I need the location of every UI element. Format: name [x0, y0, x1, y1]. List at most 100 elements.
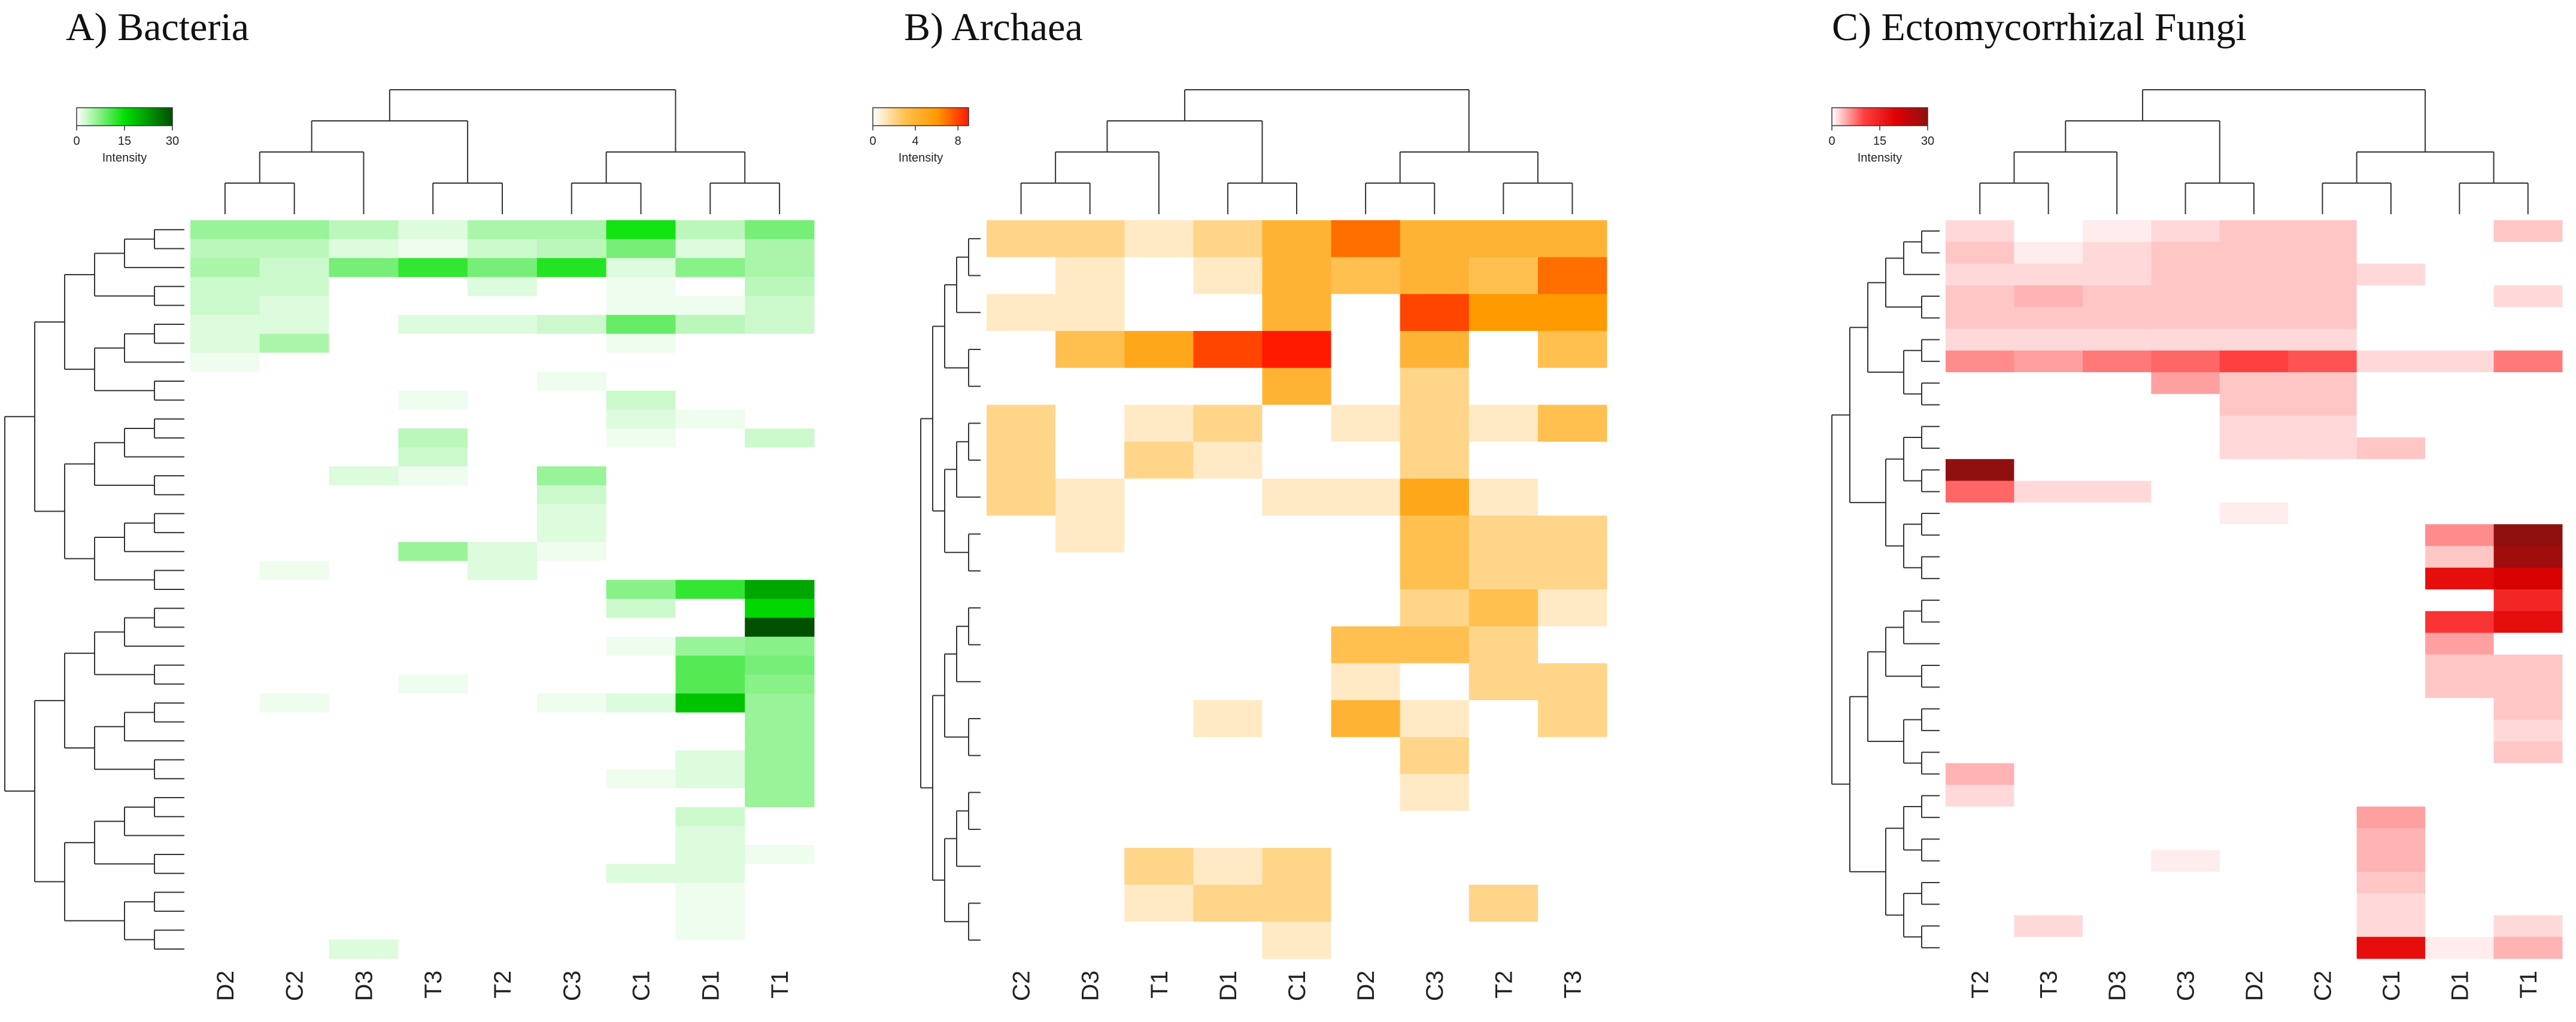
heatmap-cell: [606, 637, 676, 656]
heatmap-cell: [2082, 328, 2152, 351]
heatmap-cell: [1055, 515, 1125, 553]
heatmap-cell: [468, 637, 538, 656]
heatmap-cell: [1946, 480, 2014, 503]
heatmap-cell: [606, 807, 676, 827]
heatmap-cell: [2288, 263, 2357, 286]
heatmap-cell: [2356, 741, 2426, 764]
heatmap-cell: [468, 390, 538, 410]
heatmap-cell: [2288, 632, 2357, 655]
heatmap-cell: [2356, 307, 2426, 329]
heatmap-cell: [398, 239, 468, 258]
heatmap-cell: [468, 939, 538, 959]
heatmap-cell: [1262, 257, 1332, 294]
heatmap-cell: [2356, 567, 2426, 590]
heatmap-cell: [606, 523, 676, 543]
heatmap-cell: [745, 523, 815, 543]
heatmap-cell: [536, 845, 607, 865]
heatmap-cell: [2356, 372, 2426, 394]
heatmap-cell: [329, 276, 399, 297]
heatmap-cell: [468, 694, 538, 713]
heatmap-cell: [2493, 719, 2563, 742]
heatmap-cell: [1331, 442, 1401, 479]
heatmap-cell: [536, 826, 607, 845]
heatmap-cell: [190, 637, 260, 656]
heatmap-cell: [2219, 719, 2289, 742]
heatmap-cell: [2425, 242, 2495, 264]
heatmap-cell: [1193, 552, 1263, 590]
heatmap-cell: [2425, 459, 2495, 482]
heatmap-cell: [1400, 257, 1470, 294]
heatmap-cell: [675, 296, 745, 315]
heatmap-cell: [987, 331, 1056, 369]
heatmap-cell: [398, 333, 468, 353]
heatmap-cell: [190, 712, 260, 732]
heatmap-cell: [2425, 307, 2495, 329]
heatmap-cell: [1946, 307, 2014, 329]
heatmap-cell: [1331, 404, 1401, 442]
heatmap-cell: [1537, 700, 1607, 738]
heatmap-cell: [675, 637, 745, 656]
heatmap-cell: [2288, 698, 2357, 720]
heatmap-cell: [675, 939, 745, 959]
heatmap-cell: [2014, 719, 2083, 742]
heatmap-cell: [987, 884, 1056, 922]
heatmap-cell: [1468, 884, 1539, 922]
heatmap-cell: [259, 750, 330, 770]
heatmap-cell: [398, 561, 468, 580]
heatmap-cell: [2014, 220, 2083, 242]
heatmap-cell: [2493, 611, 2563, 634]
heatmap-cell: [2288, 546, 2357, 568]
heatmap-cell: [2219, 242, 2289, 264]
heatmap-cell: [468, 372, 538, 391]
heatmap-cell: [2493, 936, 2563, 959]
heatmap-cell: [1946, 763, 2014, 786]
heatmap-cell: [190, 542, 260, 562]
heatmap-cell: [1400, 404, 1470, 442]
heatmap-cell: [259, 504, 330, 524]
heatmap-cell: [398, 523, 468, 543]
heatmap-cell: [536, 466, 607, 486]
heatmap-cell: [2493, 654, 2563, 677]
heatmap-cell: [1468, 589, 1539, 627]
heatmap-cell: [745, 655, 815, 675]
heatmap-cell: [606, 902, 676, 921]
heatmap-cell: [190, 788, 260, 808]
heatmap-cell: [2356, 285, 2426, 308]
heatmap-cell: [329, 258, 399, 278]
heatmap-cell: [2014, 350, 2083, 373]
heatmap-cell: [468, 598, 538, 618]
heatmap-cell: [468, 618, 538, 637]
heatmap-cell: [1537, 367, 1607, 405]
heatmap-cell: [2219, 828, 2289, 851]
heatmap-cell: [259, 258, 330, 278]
heatmap-cell: [536, 409, 607, 429]
heatmap-cell: [2493, 480, 2563, 503]
heatmap-cell: [259, 863, 330, 883]
heatmap-cell: [2288, 589, 2357, 612]
heatmap-cell: [675, 883, 745, 902]
heatmap-cell: [606, 920, 676, 940]
heatmap-cell: [2219, 372, 2289, 394]
heatmap-cell: [329, 731, 399, 751]
heatmap-cell: [468, 731, 538, 751]
heatmap-cell: [2082, 915, 2152, 938]
heatmap-cell: [745, 352, 815, 372]
heatmap-cell: [1946, 611, 2014, 634]
heatmap-cell: [675, 598, 745, 618]
heatmap-cell: [1946, 350, 2014, 373]
heatmap-cell: [536, 276, 607, 297]
heatmap-cell: [190, 674, 260, 694]
heatmap-cell: [1537, 737, 1607, 774]
panel-title: A) Bacteria: [66, 5, 249, 49]
heatmap-cell: [1055, 404, 1125, 442]
heatmap-cell: [2356, 220, 2426, 242]
column-label: C1: [629, 971, 655, 1001]
heatmap-cell: [1946, 741, 2014, 764]
row-dendrogram: [4, 229, 184, 950]
column-label: C1: [2378, 971, 2405, 1001]
heatmap-cell: [259, 428, 330, 448]
heatmap-cell: [2014, 763, 2083, 786]
heatmap-cell: [536, 428, 607, 448]
heatmap-cell: [398, 618, 468, 637]
heatmap-cell: [1331, 515, 1401, 553]
